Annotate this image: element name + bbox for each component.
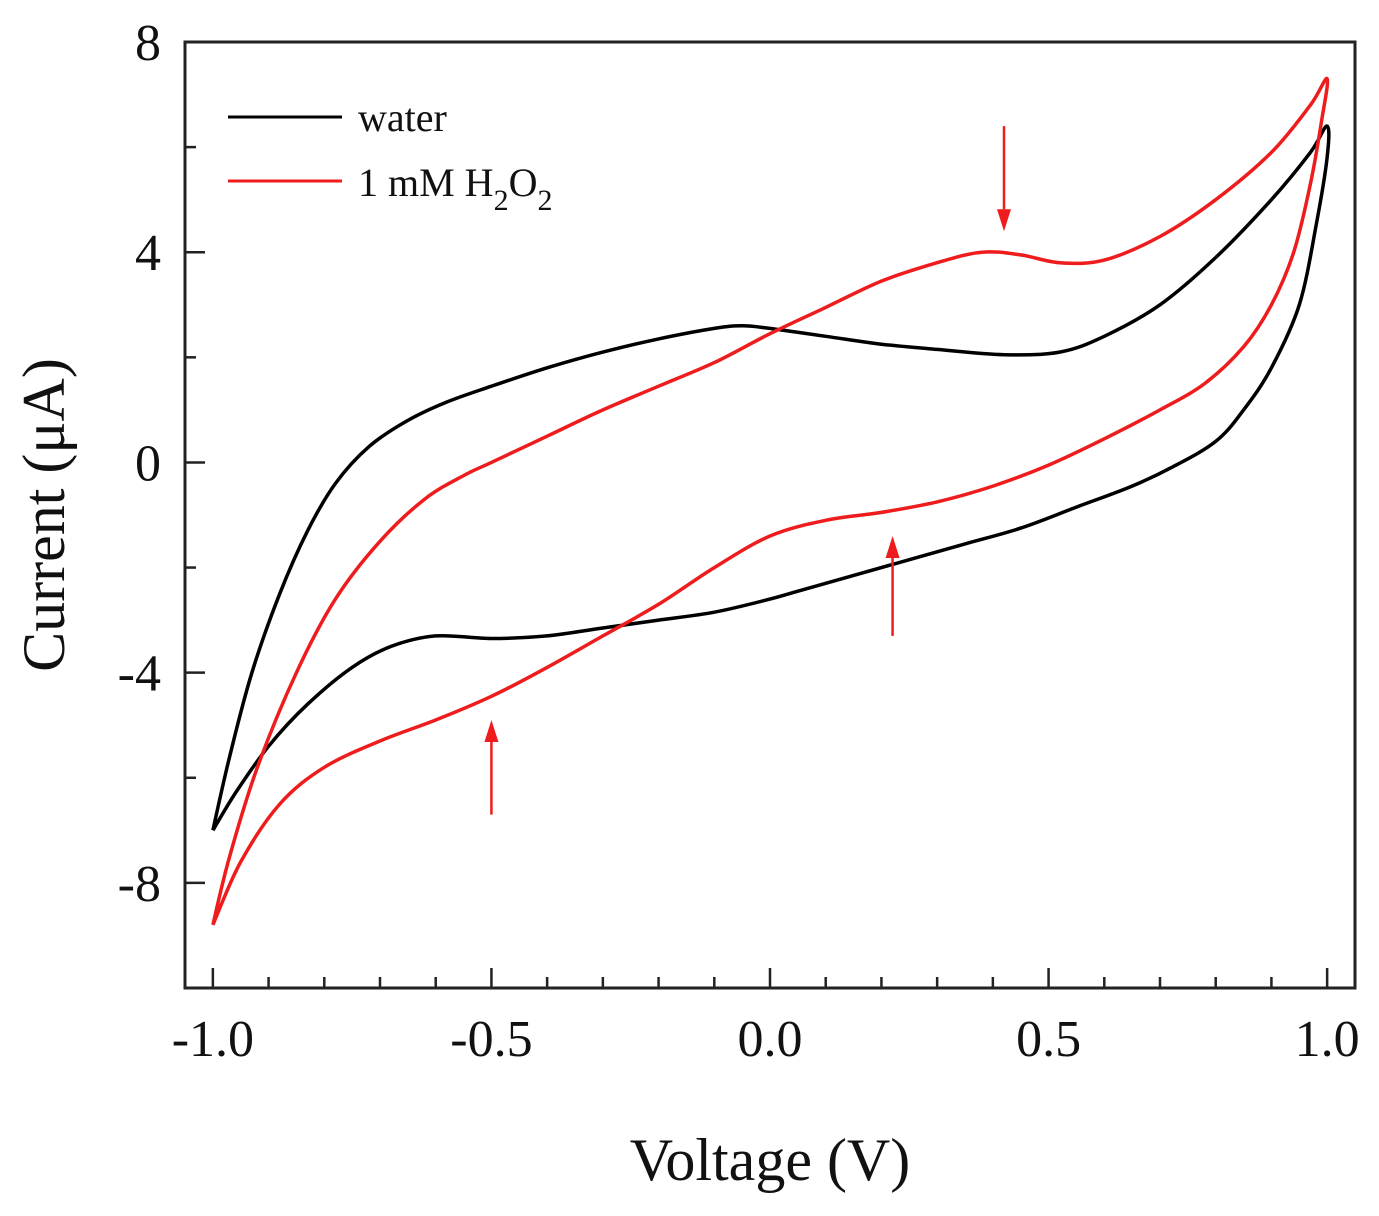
legend-h2o2-sub1: 2: [494, 184, 509, 217]
legend: water 1 mM H2O2: [228, 95, 552, 217]
legend-label-h2o2: 1 mM H2O2: [358, 160, 552, 217]
x-tick-label: 0.0: [738, 1011, 803, 1068]
y-axis-title: Current (μA): [11, 358, 77, 672]
series-water-line: [211, 124, 1331, 832]
annotation-arrows: [484, 126, 1011, 815]
y-tick-labels: -8 -4 0 4 8: [118, 15, 161, 913]
annotation-arrow-head: [885, 536, 900, 559]
annotation-arrow-head: [484, 719, 499, 742]
x-tick-label: 0.5: [1016, 1011, 1081, 1068]
x-tick-label: -0.5: [450, 1011, 532, 1068]
data-series: [211, 76, 1331, 926]
legend-h2o2-sub2: 2: [537, 184, 552, 217]
legend-label-water: water: [358, 95, 447, 140]
x-tick-label: -1.0: [172, 1011, 254, 1068]
annotation-arrow-head: [997, 209, 1011, 232]
y-tick-label: -4: [118, 646, 161, 703]
x-axis-title: Voltage (V): [630, 1127, 911, 1193]
x-tick-labels: -1.0 -0.5 0.0 0.5 1.0: [172, 1011, 1360, 1068]
axis-ticks: [185, 40, 1329, 990]
y-tick-label: -8: [118, 856, 161, 913]
x-tick-label: 1.0: [1295, 1011, 1360, 1068]
y-tick-label: 4: [135, 225, 161, 282]
y-tick-label: 8: [135, 15, 161, 72]
legend-h2o2-mid: O: [509, 160, 538, 205]
y-tick-label: 0: [135, 435, 161, 492]
legend-h2o2-main: 1 mM H: [358, 160, 494, 205]
series-h2o2-line: [211, 76, 1330, 926]
